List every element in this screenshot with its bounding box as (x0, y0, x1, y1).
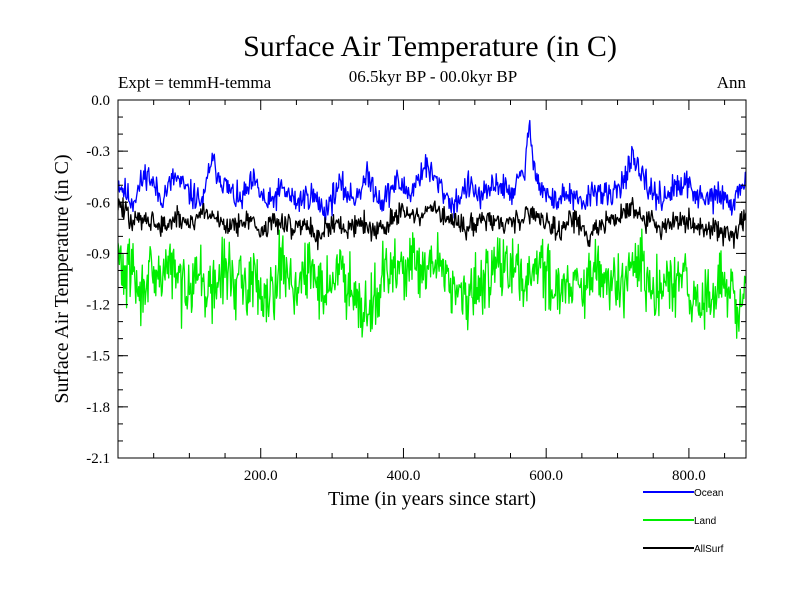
y-tick-label: -1.2 (86, 298, 110, 314)
y-tick-label: -0.9 (86, 246, 110, 262)
y-tick-label: 0.0 (91, 93, 110, 109)
y-tick-label: -1.5 (86, 349, 110, 365)
legend-label-allsurf: AllSurf (694, 544, 724, 555)
chart-title: Surface Air Temperature (in C) (243, 30, 617, 63)
x-tick-label: 200.0 (244, 468, 278, 484)
x-tick-label: 800.0 (672, 468, 706, 484)
chart-subtitle: 06.5kyr BP - 00.0kyr BP (349, 67, 517, 86)
chart-season: Ann (717, 73, 747, 92)
ticks-layer: 0.0 -0.3 -0.6 -0.9 -1.2 -1.5 -1.8 -2.1 200.0 400.… (86, 93, 746, 484)
series-layer (118, 119, 746, 339)
chart-experiment: Expt = temmH-temma (118, 73, 272, 92)
x-tick-label: 400.0 (387, 468, 421, 484)
plot-frame (117, 99, 747, 459)
y-axis-label: Surface Air Temperature (in C) (51, 154, 73, 403)
series-line-allsurf (118, 196, 746, 251)
legend-label-land: Land (694, 516, 716, 527)
y-tick-label: -2.1 (86, 451, 110, 467)
y-tick-label: -0.6 (86, 195, 110, 211)
legend: Ocean Land AllSurf (643, 488, 724, 555)
x-axis-label: Time (in years since start) (328, 488, 536, 510)
y-tick-label: -1.8 (86, 400, 110, 416)
series-line-land (118, 228, 746, 339)
x-tick-label: 600.0 (529, 468, 563, 484)
series-line-ocean (118, 119, 746, 222)
y-tick-label: -0.3 (86, 144, 110, 160)
legend-label-ocean: Ocean (694, 488, 723, 499)
